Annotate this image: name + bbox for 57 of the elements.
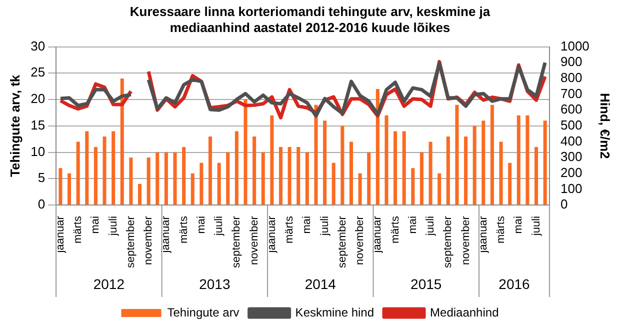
legend-label: Mediaanhind — [430, 305, 499, 320]
legend-label: Keskmine hind — [295, 305, 374, 320]
text: 2013 — [199, 276, 230, 292]
y2-tick-label: 800 — [560, 70, 582, 86]
x-tick-label: jaanuar — [160, 216, 172, 254]
text: 2014 — [304, 276, 336, 292]
y2-tick-label: 700 — [560, 86, 582, 101]
x-tick-label: september — [124, 216, 137, 268]
y2-tick-label: 500 — [560, 117, 582, 132]
text: 2016 — [498, 276, 530, 292]
x-tick-label: märts — [389, 216, 402, 244]
x-tick-label: mai — [195, 216, 208, 234]
y2-axis-title: Hind, €/m2 — [598, 93, 613, 159]
x-tick-label: märts — [72, 216, 84, 244]
y2-tick-label: 900 — [560, 54, 582, 70]
x-tick-label: november — [142, 216, 155, 265]
x-tick-label: märts — [495, 216, 508, 244]
legend-label: Tehingute arv — [167, 305, 240, 320]
y2-tick-label: 0 — [560, 196, 568, 212]
y2-tick-label: 400 — [560, 133, 582, 148]
x-tick-label: mai — [90, 216, 102, 234]
x-tick-label: juuli — [213, 216, 226, 237]
y-tick-label: 10 — [30, 144, 46, 159]
x-tick-label: juuli — [530, 216, 542, 237]
x-tick-label: juuli — [424, 216, 437, 237]
x-tick-label: september — [442, 216, 454, 268]
x-tick-label: november — [460, 216, 472, 265]
x-tick-label: september — [336, 216, 348, 268]
x-tick-label: mai — [301, 216, 314, 234]
x-tick-label: mai — [512, 216, 525, 234]
y-tick-label: 20 — [30, 91, 46, 106]
y-tick-label: 0 — [38, 196, 46, 212]
y-axis-title: Tehingute arv, tk — [7, 74, 22, 177]
y-tick-label: 25 — [30, 64, 46, 80]
y2-tick-label: 200 — [560, 164, 582, 180]
text: 2012 — [93, 276, 125, 292]
x-tick-label: jaanuar — [54, 216, 66, 254]
x-tick-label: jaanuar — [372, 216, 384, 254]
y2-tick-label: 300 — [560, 149, 582, 164]
x-tick-label: november — [248, 216, 260, 265]
y2-tick-label: 600 — [560, 102, 582, 117]
y-tick-label: 15 — [30, 117, 46, 132]
x-tick-label: september — [230, 216, 243, 268]
x-tick-label: jaanuar — [266, 216, 278, 254]
x-tick-label: märts — [284, 216, 296, 244]
x-tick-label: juuli — [107, 216, 120, 237]
x-tick-label: juuli — [318, 216, 331, 237]
text: 2015 — [410, 276, 442, 292]
x-tick-label: mai — [406, 216, 419, 234]
y-tick-label: 30 — [30, 38, 46, 54]
y2-tick-label: 100 — [560, 180, 582, 196]
chart-title: Kuressaare linna korteriomandi tehingute arv, keskmine ja mediaanhind aastatel 2012-2016 kuude lõikes — [128, 4, 492, 36]
y-tick-label: 5 — [38, 170, 46, 186]
x-tick-label: november — [354, 216, 366, 265]
y2-tick-label: 1000 — [560, 38, 590, 54]
x-tick-label: märts — [178, 216, 190, 244]
x-tick-label: jaanuar — [477, 216, 490, 254]
